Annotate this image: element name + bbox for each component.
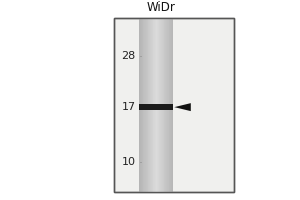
Text: 28: 28 (121, 51, 136, 61)
FancyBboxPatch shape (143, 18, 145, 192)
FancyBboxPatch shape (153, 18, 154, 192)
FancyBboxPatch shape (144, 18, 145, 192)
Text: WiDr: WiDr (146, 1, 176, 14)
Text: 17: 17 (121, 102, 136, 112)
FancyBboxPatch shape (157, 18, 158, 192)
FancyBboxPatch shape (169, 18, 170, 192)
FancyBboxPatch shape (161, 18, 162, 192)
FancyBboxPatch shape (160, 18, 161, 192)
FancyBboxPatch shape (166, 18, 167, 192)
Polygon shape (174, 103, 191, 111)
FancyBboxPatch shape (150, 18, 151, 192)
FancyBboxPatch shape (151, 18, 152, 192)
FancyBboxPatch shape (170, 18, 171, 192)
FancyBboxPatch shape (114, 18, 234, 192)
FancyBboxPatch shape (156, 18, 157, 192)
FancyBboxPatch shape (148, 18, 149, 192)
FancyBboxPatch shape (165, 18, 166, 192)
FancyBboxPatch shape (140, 18, 141, 192)
FancyBboxPatch shape (155, 18, 156, 192)
FancyBboxPatch shape (169, 18, 171, 192)
FancyBboxPatch shape (162, 18, 163, 192)
FancyBboxPatch shape (172, 18, 173, 192)
FancyBboxPatch shape (159, 18, 160, 192)
FancyBboxPatch shape (139, 18, 140, 192)
FancyBboxPatch shape (163, 18, 164, 192)
FancyBboxPatch shape (0, 10, 300, 200)
FancyBboxPatch shape (158, 18, 159, 192)
FancyBboxPatch shape (167, 18, 168, 192)
FancyBboxPatch shape (139, 104, 173, 110)
FancyBboxPatch shape (142, 18, 143, 192)
FancyBboxPatch shape (171, 18, 172, 192)
FancyBboxPatch shape (141, 18, 142, 192)
Text: 10: 10 (122, 157, 135, 167)
FancyBboxPatch shape (142, 18, 144, 192)
FancyBboxPatch shape (148, 18, 150, 192)
FancyBboxPatch shape (152, 18, 153, 192)
FancyBboxPatch shape (154, 18, 155, 192)
FancyBboxPatch shape (145, 18, 146, 192)
FancyBboxPatch shape (164, 18, 166, 192)
FancyBboxPatch shape (149, 18, 150, 192)
FancyBboxPatch shape (164, 18, 165, 192)
FancyBboxPatch shape (168, 18, 169, 192)
FancyBboxPatch shape (146, 18, 147, 192)
FancyBboxPatch shape (158, 18, 160, 192)
FancyBboxPatch shape (147, 18, 148, 192)
